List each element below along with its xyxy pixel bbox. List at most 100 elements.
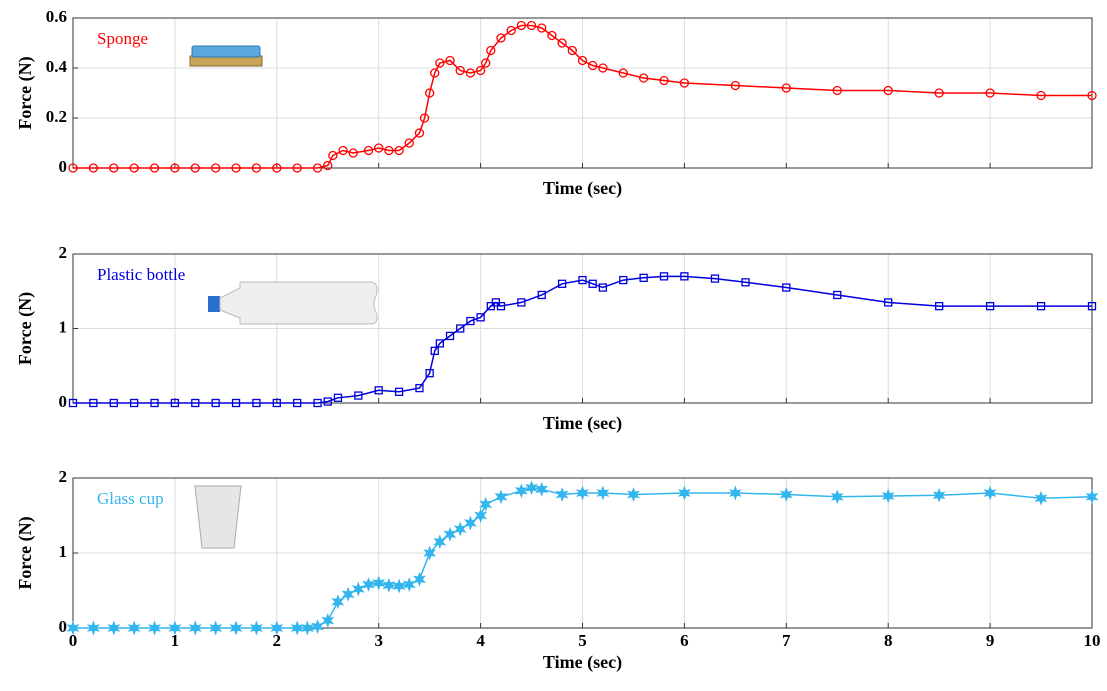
- marker: [168, 620, 182, 636]
- marker: [475, 65, 486, 76]
- x-axis-label: Time (sec): [543, 178, 622, 199]
- plot-frame: [72, 17, 1093, 169]
- marker: [1087, 301, 1097, 311]
- marker: [496, 33, 506, 43]
- marker: [782, 283, 791, 292]
- marker: [363, 145, 374, 156]
- marker: [598, 63, 608, 73]
- marker: [414, 128, 425, 138]
- marker: [598, 283, 608, 292]
- marker: [466, 316, 475, 326]
- marker: [659, 75, 669, 86]
- y-axis-label: Force (N): [15, 56, 36, 129]
- marker: [430, 346, 439, 356]
- x-axis-label: Time (sec): [543, 652, 622, 673]
- marker: [293, 398, 302, 408]
- marker: [680, 272, 689, 281]
- marker: [331, 594, 345, 610]
- marker: [557, 38, 567, 48]
- marker: [677, 485, 691, 501]
- marker: [567, 45, 577, 56]
- marker: [148, 620, 161, 636]
- marker: [557, 279, 567, 288]
- marker: [506, 25, 516, 36]
- marker: [68, 163, 78, 173]
- marker: [321, 613, 335, 628]
- marker: [781, 83, 791, 93]
- marker: [231, 398, 241, 408]
- marker: [526, 20, 537, 31]
- marker: [89, 398, 98, 408]
- bottle-icon: [208, 281, 378, 325]
- marker: [481, 58, 491, 68]
- marker: [884, 298, 893, 307]
- marker: [354, 391, 363, 400]
- plot-frame: [72, 477, 1093, 629]
- marker: [404, 138, 414, 148]
- y-axis-label: Force (N): [15, 516, 36, 589]
- y-tick-label: 1: [59, 317, 68, 336]
- marker: [476, 313, 485, 322]
- marker: [109, 163, 119, 173]
- marker: [588, 279, 597, 288]
- marker: [270, 620, 284, 636]
- x-tick-label: 2: [273, 631, 282, 650]
- x-tick-label: 7: [782, 631, 791, 650]
- marker: [229, 620, 243, 636]
- marker: [779, 487, 793, 502]
- marker: [435, 339, 444, 348]
- marker: [313, 398, 322, 408]
- marker: [312, 163, 323, 173]
- marker: [423, 545, 437, 561]
- marker: [372, 575, 386, 591]
- marker: [323, 397, 332, 406]
- series-label: Sponge: [97, 29, 148, 48]
- marker: [170, 163, 180, 173]
- series-label: Plastic bottle: [97, 265, 185, 284]
- marker: [68, 398, 78, 408]
- marker: [638, 73, 649, 83]
- marker: [109, 398, 118, 408]
- marker: [424, 88, 435, 98]
- marker: [107, 620, 121, 636]
- marker: [1087, 90, 1097, 101]
- marker: [537, 23, 547, 33]
- x-axis-label: Time (sec): [543, 413, 622, 434]
- marker: [191, 398, 200, 408]
- marker: [525, 480, 538, 496]
- marker: [249, 620, 263, 636]
- marker: [1036, 301, 1046, 311]
- marker: [1036, 90, 1046, 101]
- marker: [188, 620, 202, 636]
- marker: [935, 301, 944, 311]
- marker: [576, 485, 589, 501]
- marker: [1034, 490, 1048, 506]
- marker: [456, 324, 465, 333]
- marker: [341, 586, 355, 602]
- marker: [679, 78, 690, 88]
- series-line: [73, 487, 1093, 629]
- marker: [88, 163, 99, 173]
- marker: [934, 88, 944, 98]
- marker: [251, 163, 262, 173]
- x-tick-label: 6: [680, 631, 689, 650]
- y-tick-label: 2: [59, 243, 68, 262]
- marker: [833, 290, 842, 300]
- marker: [231, 163, 241, 173]
- marker: [415, 383, 424, 393]
- marker: [430, 68, 440, 78]
- marker: [596, 485, 610, 501]
- subplot: 0 0.2 0.4 0.6 Time (sec) Force (N) Sponge: [15, 7, 1097, 199]
- y-tick-label: 0: [59, 392, 68, 411]
- marker: [883, 85, 893, 96]
- marker: [619, 275, 628, 285]
- marker: [433, 534, 447, 550]
- y-tick-label: 0: [59, 617, 68, 636]
- marker: [453, 521, 467, 537]
- marker: [129, 398, 139, 408]
- marker: [588, 60, 598, 71]
- marker: [292, 163, 302, 173]
- marker: [190, 163, 200, 173]
- marker: [382, 577, 396, 593]
- marker: [535, 481, 549, 497]
